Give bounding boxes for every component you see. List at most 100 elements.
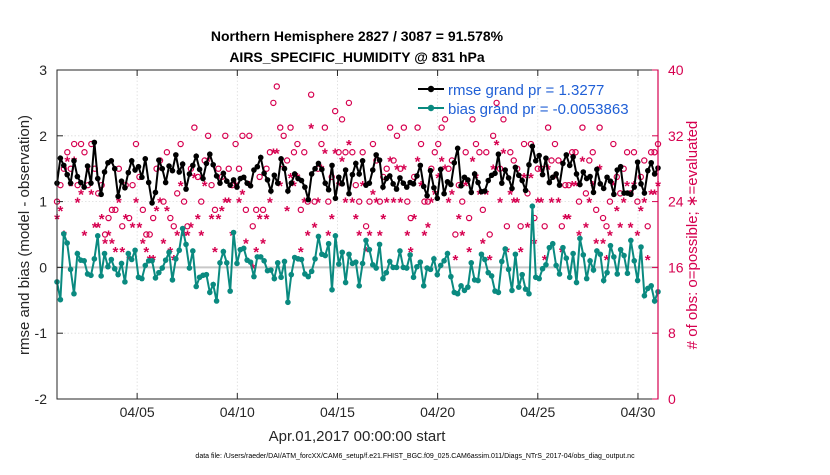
series-rmse-point bbox=[580, 169, 587, 175]
series-rmse-point bbox=[451, 159, 458, 166]
obs-evaluated-point: * bbox=[270, 145, 276, 162]
series-rmse-point bbox=[101, 169, 108, 175]
obs-evaluated-point: * bbox=[391, 195, 397, 212]
series-rmse-point bbox=[278, 156, 284, 162]
obs-possible-point bbox=[386, 124, 394, 131]
obs-evaluated-point: * bbox=[549, 195, 555, 212]
series-rmse-point bbox=[543, 155, 549, 161]
series-rmse-point bbox=[122, 184, 128, 191]
obs-possible-point bbox=[623, 149, 631, 156]
obs-possible-point bbox=[435, 140, 442, 148]
series-rmse-point bbox=[176, 169, 183, 175]
series-bias-point bbox=[417, 259, 424, 265]
series-rmse-point bbox=[128, 158, 135, 164]
series-rmse-point bbox=[454, 145, 461, 152]
series-bias-point bbox=[298, 256, 305, 263]
series-bias-point bbox=[573, 279, 580, 286]
obs-possible-point bbox=[321, 124, 329, 131]
legend: rmse grand pr = 1.3277 bias grand pr = -… bbox=[418, 82, 629, 118]
series-bias-point bbox=[454, 290, 461, 297]
obs-possible-point bbox=[194, 173, 202, 181]
obs-evaluated-point: * bbox=[209, 211, 215, 228]
obs-possible-point bbox=[562, 181, 569, 189]
series-bias-point bbox=[57, 296, 64, 303]
series-rmse-point bbox=[325, 186, 332, 193]
obs-evaluated-point: * bbox=[212, 244, 218, 261]
series-rmse-point bbox=[376, 157, 383, 163]
series-rmse-point bbox=[353, 160, 359, 167]
series-rmse-point bbox=[71, 158, 77, 164]
series-rmse-point bbox=[264, 177, 271, 183]
series-rmse-point bbox=[193, 153, 200, 159]
obs-possible-point bbox=[383, 165, 390, 172]
y-tick-label-left: 0 bbox=[39, 259, 47, 275]
obs-possible-point bbox=[297, 206, 305, 214]
obs-possible-point bbox=[301, 149, 308, 156]
obs-evaluated-point: * bbox=[439, 153, 445, 170]
obs-possible-point bbox=[311, 198, 318, 205]
series-rmse-point bbox=[604, 174, 610, 181]
series-bias-point bbox=[193, 283, 200, 290]
series-rmse-point bbox=[492, 170, 498, 177]
obs-evaluated-point: * bbox=[64, 153, 70, 170]
series-bias-point bbox=[577, 235, 583, 242]
obs-possible-point bbox=[417, 140, 425, 148]
series-bias-point bbox=[638, 244, 644, 250]
x-tick-label: 04/15 bbox=[320, 404, 355, 420]
series-rmse-point bbox=[152, 189, 159, 196]
series-bias-point bbox=[437, 262, 444, 269]
series-rmse-point bbox=[139, 174, 145, 181]
series-bias-point bbox=[566, 274, 573, 281]
series-bias-point bbox=[539, 265, 546, 272]
series-bias-point bbox=[519, 271, 525, 278]
series-bias-point bbox=[274, 259, 281, 266]
series-rmse-point bbox=[268, 188, 274, 194]
series-bias-point bbox=[271, 275, 278, 282]
obs-evaluated-point: * bbox=[607, 228, 613, 245]
obs-possible-point bbox=[431, 149, 438, 156]
series-rmse-point bbox=[597, 181, 604, 187]
series-rmse-point bbox=[631, 184, 638, 190]
series-rmse-point bbox=[166, 163, 172, 169]
obs-possible-point bbox=[184, 223, 191, 230]
series-bias-point bbox=[74, 250, 81, 257]
obs-possible-point bbox=[125, 214, 133, 222]
series-rmse-point bbox=[342, 167, 349, 173]
series-bias-point bbox=[427, 266, 434, 273]
series-bias-point bbox=[227, 288, 233, 294]
obs-evaluated-point: * bbox=[586, 195, 592, 212]
series-bias-point bbox=[142, 262, 149, 269]
obs-evaluated-point: * bbox=[535, 195, 541, 212]
obs-evaluated-point: * bbox=[329, 211, 335, 228]
series-bias-point bbox=[536, 275, 542, 282]
obs-possible-point bbox=[208, 181, 215, 189]
series-bias-point bbox=[614, 271, 621, 277]
obs-evaluated-point: * bbox=[267, 195, 273, 212]
obs-evaluated-point: * bbox=[401, 162, 407, 179]
obs-evaluated-point: * bbox=[621, 195, 627, 212]
obs-possible-point bbox=[493, 99, 500, 107]
obs-possible-point bbox=[335, 149, 342, 156]
series-bias-point bbox=[563, 255, 570, 261]
series-bias-point bbox=[560, 244, 566, 251]
x-tick-label: 04/25 bbox=[520, 404, 555, 420]
obs-possible-point bbox=[421, 198, 428, 205]
obs-possible-point bbox=[325, 198, 332, 205]
series-rmse-point bbox=[468, 189, 475, 196]
obs-evaluated-point: * bbox=[604, 252, 610, 269]
obs-evaluated-point: * bbox=[325, 228, 331, 245]
obs-possible-point bbox=[167, 214, 174, 222]
obs-evaluated-point: * bbox=[243, 236, 249, 253]
series-rmse-point bbox=[607, 178, 614, 185]
obs-possible-point bbox=[414, 124, 421, 131]
series-rmse-point bbox=[169, 167, 176, 174]
obs-evaluated-point: * bbox=[198, 228, 204, 245]
series-bias-point bbox=[522, 286, 529, 292]
x-tick-label: 04/05 bbox=[120, 404, 155, 420]
series-bias-point bbox=[509, 287, 515, 294]
obs-evaluated-point: * bbox=[562, 211, 568, 228]
obs-evaluated-point: * bbox=[68, 178, 74, 195]
x-tick-label: 04/20 bbox=[420, 404, 455, 420]
obs-possible-point bbox=[544, 124, 552, 131]
series-rmse-point bbox=[641, 190, 648, 196]
